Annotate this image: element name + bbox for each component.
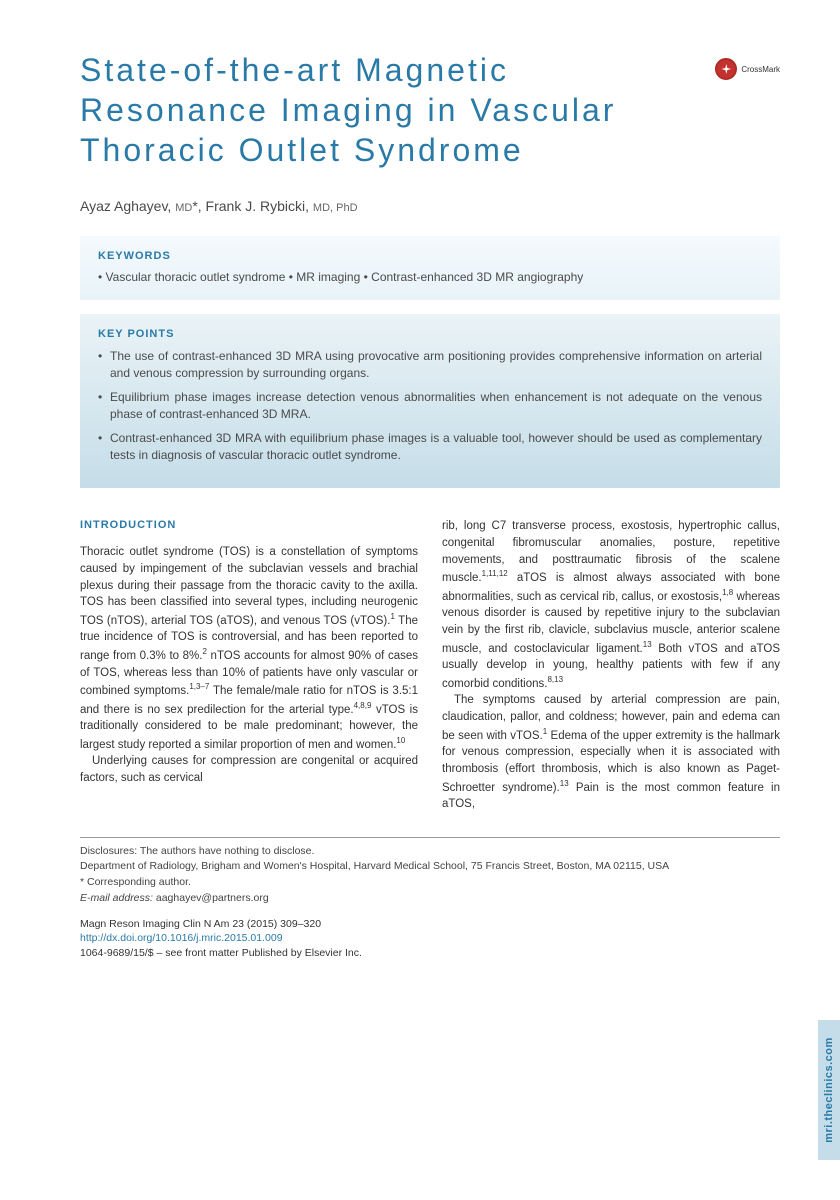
keywords-list: • Vascular thoracic outlet syndrome • MR…	[98, 270, 762, 284]
citation-line: Magn Reson Imaging Clin N Am 23 (2015) 3…	[80, 917, 780, 932]
paragraph: rib, long C7 transverse process, exostos…	[442, 518, 780, 692]
article-title: State-of-the-art Magnetic Resonance Imag…	[80, 50, 640, 170]
keypoint-item: The use of contrast-enhanced 3D MRA usin…	[98, 348, 762, 383]
keypoint-item: Equilibrium phase images increase detect…	[98, 389, 762, 424]
paragraph: Thoracic outlet syndrome (TOS) is a cons…	[80, 544, 418, 753]
citation-block: Magn Reson Imaging Clin N Am 23 (2015) 3…	[80, 917, 780, 961]
body-columns: INTRODUCTION Thoracic outlet syndrome (T…	[80, 518, 780, 812]
footer-separator	[80, 837, 780, 838]
keywords-heading: KEYWORDS	[98, 250, 762, 262]
paragraph: The symptoms caused by arterial compress…	[442, 692, 780, 812]
disclosures-line: Disclosures: The authors have nothing to…	[80, 844, 780, 860]
crossmark-label: CrossMark	[741, 65, 780, 74]
keypoint-item: Contrast-enhanced 3D MRA with equilibriu…	[98, 430, 762, 465]
column-left: INTRODUCTION Thoracic outlet syndrome (T…	[80, 518, 418, 812]
crossmark-icon	[715, 58, 737, 80]
copyright-line: 1064-9689/15/$ – see front matter Publis…	[80, 946, 780, 961]
title-row: State-of-the-art Magnetic Resonance Imag…	[80, 50, 780, 170]
authors-line: Ayaz Aghayev, MD*, Frank J. Rybicki, MD,…	[80, 198, 780, 214]
email-address[interactable]: aaghayev@partners.org	[156, 892, 269, 904]
keywords-box: KEYWORDS • Vascular thoracic outlet synd…	[80, 236, 780, 300]
affiliation-line: Department of Radiology, Brigham and Wom…	[80, 859, 780, 875]
footer-block: Disclosures: The authors have nothing to…	[80, 844, 780, 907]
email-line: E-mail address: aaghayev@partners.org	[80, 891, 780, 907]
paragraph: Underlying causes for compression are co…	[80, 753, 418, 786]
column-right: rib, long C7 transverse process, exostos…	[442, 518, 780, 812]
corresponding-line: * Corresponding author.	[80, 875, 780, 891]
section-heading-introduction: INTRODUCTION	[80, 518, 418, 534]
side-tab-label: mri.theclinics.com	[823, 1037, 835, 1143]
keypoints-heading: KEY POINTS	[98, 328, 762, 340]
article-page: State-of-the-art Magnetic Resonance Imag…	[0, 0, 840, 1001]
doi-link[interactable]: http://dx.doi.org/10.1016/j.mric.2015.01…	[80, 931, 780, 946]
keypoints-list: The use of contrast-enhanced 3D MRA usin…	[98, 348, 762, 464]
crossmark-badge[interactable]: CrossMark	[715, 58, 780, 80]
email-label: E-mail address:	[80, 892, 153, 904]
side-tab[interactable]: mri.theclinics.com	[818, 1020, 840, 1160]
keypoints-box: KEY POINTS The use of contrast-enhanced …	[80, 314, 780, 488]
